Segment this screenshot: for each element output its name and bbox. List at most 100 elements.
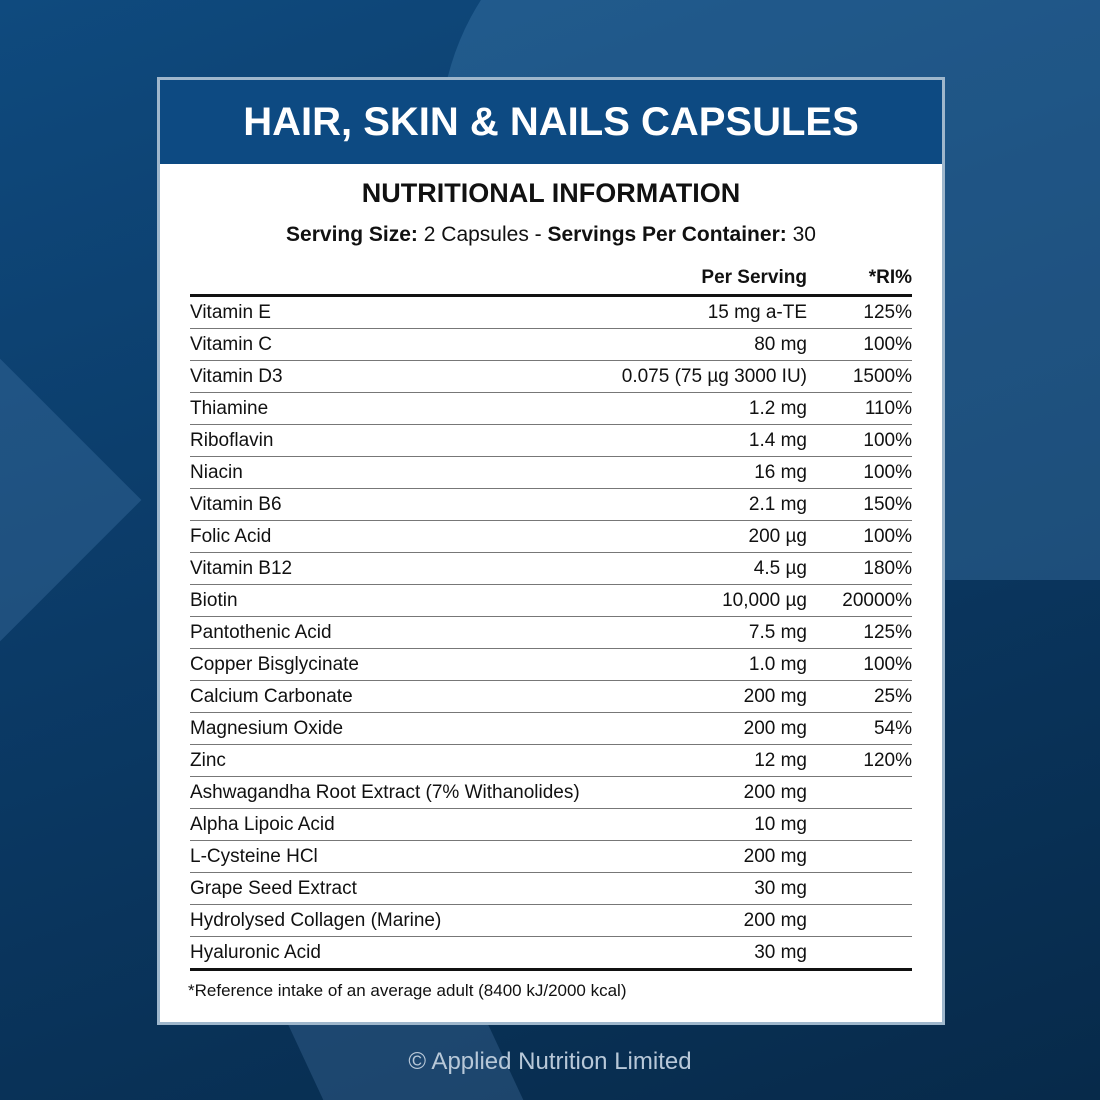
ri-percent: 54% (807, 712, 912, 745)
table-row: Pantothenic Acid 7.5 mg 125% (190, 616, 912, 649)
table-row: Folic Acid 200 µg 100% (190, 520, 912, 553)
table-row: Copper Bisglycinate 1.0 mg 100% (190, 648, 912, 681)
nutrient-name: Hyaluronic Acid (190, 936, 609, 971)
nutrition-label-card: HAIR, SKIN & NAILS CAPSULES NUTRITIONAL … (157, 77, 945, 1025)
table-row: Riboflavin 1.4 mg 100% (190, 424, 912, 457)
ri-percent: 100% (807, 424, 912, 457)
per-serving-value: 12 mg (608, 744, 807, 777)
nutrient-name: Alpha Lipoic Acid (190, 808, 609, 841)
ri-percent (807, 776, 912, 809)
table-row: L-Cysteine HCl 200 mg (190, 840, 912, 873)
ri-percent (807, 936, 912, 971)
ri-percent (807, 904, 912, 937)
table-header: Per Serving *RI% (190, 261, 912, 297)
background-shape (0, 358, 142, 642)
nutrient-name: Folic Acid (190, 520, 609, 553)
nutrient-name: L-Cysteine HCl (190, 840, 609, 873)
per-serving-value: 200 mg (608, 776, 807, 809)
nutrient-name: Calcium Carbonate (190, 680, 609, 713)
nutrient-name: Magnesium Oxide (190, 712, 609, 745)
table-row: Vitamin B12 4.5 µg 180% (190, 552, 912, 585)
per-serving-value: 0.075 (75 µg 3000 IU) (608, 360, 807, 393)
per-serving-value: 200 mg (608, 712, 807, 745)
nutrient-name: Vitamin B12 (190, 552, 609, 585)
column-header-nutrient (190, 261, 609, 297)
per-serving-value: 10 mg (608, 808, 807, 841)
title-banner: HAIR, SKIN & NAILS CAPSULES (160, 80, 942, 164)
ri-percent: 125% (807, 616, 912, 649)
nutrient-name: Grape Seed Extract (190, 872, 609, 905)
serving-size-label: Serving Size: (286, 223, 418, 246)
table-row: Ashwagandha Root Extract (7% Withanolide… (190, 776, 912, 809)
section-title: NUTRITIONAL INFORMATION (361, 178, 741, 208)
ri-percent: 100% (807, 456, 912, 489)
table-row: Biotin 10,000 µg 20000% (190, 584, 912, 617)
nutrient-name: Vitamin E (190, 295, 609, 329)
per-serving-value: 2.1 mg (608, 488, 807, 521)
column-header-ri: *RI% (807, 261, 912, 297)
nutrient-name: Hydrolysed Collagen (Marine) (190, 904, 609, 937)
table-row: Vitamin B6 2.1 mg 150% (190, 488, 912, 521)
ri-percent: 1500% (807, 360, 912, 393)
nutrient-name: Vitamin C (190, 328, 609, 361)
ri-percent: 110% (807, 392, 912, 425)
ri-percent: 20000% (807, 584, 912, 617)
nutrient-name: Pantothenic Acid (190, 616, 609, 649)
ri-percent: 150% (807, 488, 912, 521)
per-serving-value: 1.0 mg (608, 648, 807, 681)
per-serving-value: 10,000 µg (608, 584, 807, 617)
ri-percent: 100% (807, 520, 912, 553)
table-row: Alpha Lipoic Acid 10 mg (190, 808, 912, 841)
servings-per-container-label: Servings Per Container: (547, 223, 787, 246)
table-row: Grape Seed Extract 30 mg (190, 872, 912, 905)
ri-percent (807, 840, 912, 873)
per-serving-value: 16 mg (608, 456, 807, 489)
nutrient-name: Copper Bisglycinate (190, 648, 609, 681)
servings-per-container-value: 30 (786, 223, 816, 246)
per-serving-value: 80 mg (608, 328, 807, 361)
per-serving-value: 1.4 mg (608, 424, 807, 457)
copyright: © Applied Nutrition Limited (408, 1048, 692, 1075)
per-serving-value: 1.2 mg (608, 392, 807, 425)
nutrient-name: Zinc (190, 744, 609, 777)
per-serving-value: 15 mg a-TE (608, 295, 807, 329)
table-row: Vitamin C 80 mg 100% (190, 328, 912, 361)
ri-percent (807, 872, 912, 905)
table-row: Calcium Carbonate 200 mg 25% (190, 680, 912, 713)
table-row: Niacin 16 mg 100% (190, 456, 912, 489)
ri-percent: 120% (807, 744, 912, 777)
per-serving-value: 30 mg (608, 936, 807, 971)
per-serving-value: 30 mg (608, 872, 807, 905)
ri-percent: 100% (807, 328, 912, 361)
table-row: Magnesium Oxide 200 mg 54% (190, 712, 912, 745)
per-serving-value: 200 mg (608, 680, 807, 713)
ri-percent: 180% (807, 552, 912, 585)
table-row: Vitamin E 15 mg a-TE 125% (190, 295, 912, 329)
nutrient-name: Riboflavin (190, 424, 609, 457)
ri-percent: 125% (807, 295, 912, 329)
table-row: Vitamin D3 0.075 (75 µg 3000 IU) 1500% (190, 360, 912, 393)
ri-percent: 100% (807, 648, 912, 681)
per-serving-value: 200 mg (608, 904, 807, 937)
per-serving-value: 4.5 µg (608, 552, 807, 585)
table-row: Zinc 12 mg 120% (190, 744, 912, 777)
table-row: Hydrolysed Collagen (Marine) 200 mg (190, 904, 912, 937)
table-row: Hyaluronic Acid 30 mg (190, 936, 912, 971)
ri-percent (807, 808, 912, 841)
product-title: HAIR, SKIN & NAILS CAPSULES (243, 99, 859, 144)
table-row: Thiamine 1.2 mg 110% (190, 392, 912, 425)
nutrient-name: Niacin (190, 456, 609, 489)
serving-info: Serving Size: 2 Capsules - Servings Per … (160, 223, 942, 247)
per-serving-value: 200 mg (608, 840, 807, 873)
nutrient-name: Biotin (190, 584, 609, 617)
nutrient-name: Ashwagandha Root Extract (7% Withanolide… (190, 776, 609, 809)
nutrition-table: Per Serving *RI% Vitamin E 15 mg a-TE 125%… (190, 261, 912, 971)
nutrient-name: Vitamin B6 (190, 488, 609, 521)
nutrient-name: Thiamine (190, 392, 609, 425)
footnote: *Reference intake of an average adult (8… (188, 981, 627, 1000)
column-header-per-serving: Per Serving (608, 261, 807, 297)
ri-percent: 25% (807, 680, 912, 713)
nutrient-name: Vitamin D3 (190, 360, 609, 393)
per-serving-value: 7.5 mg (608, 616, 807, 649)
per-serving-value: 200 µg (608, 520, 807, 553)
